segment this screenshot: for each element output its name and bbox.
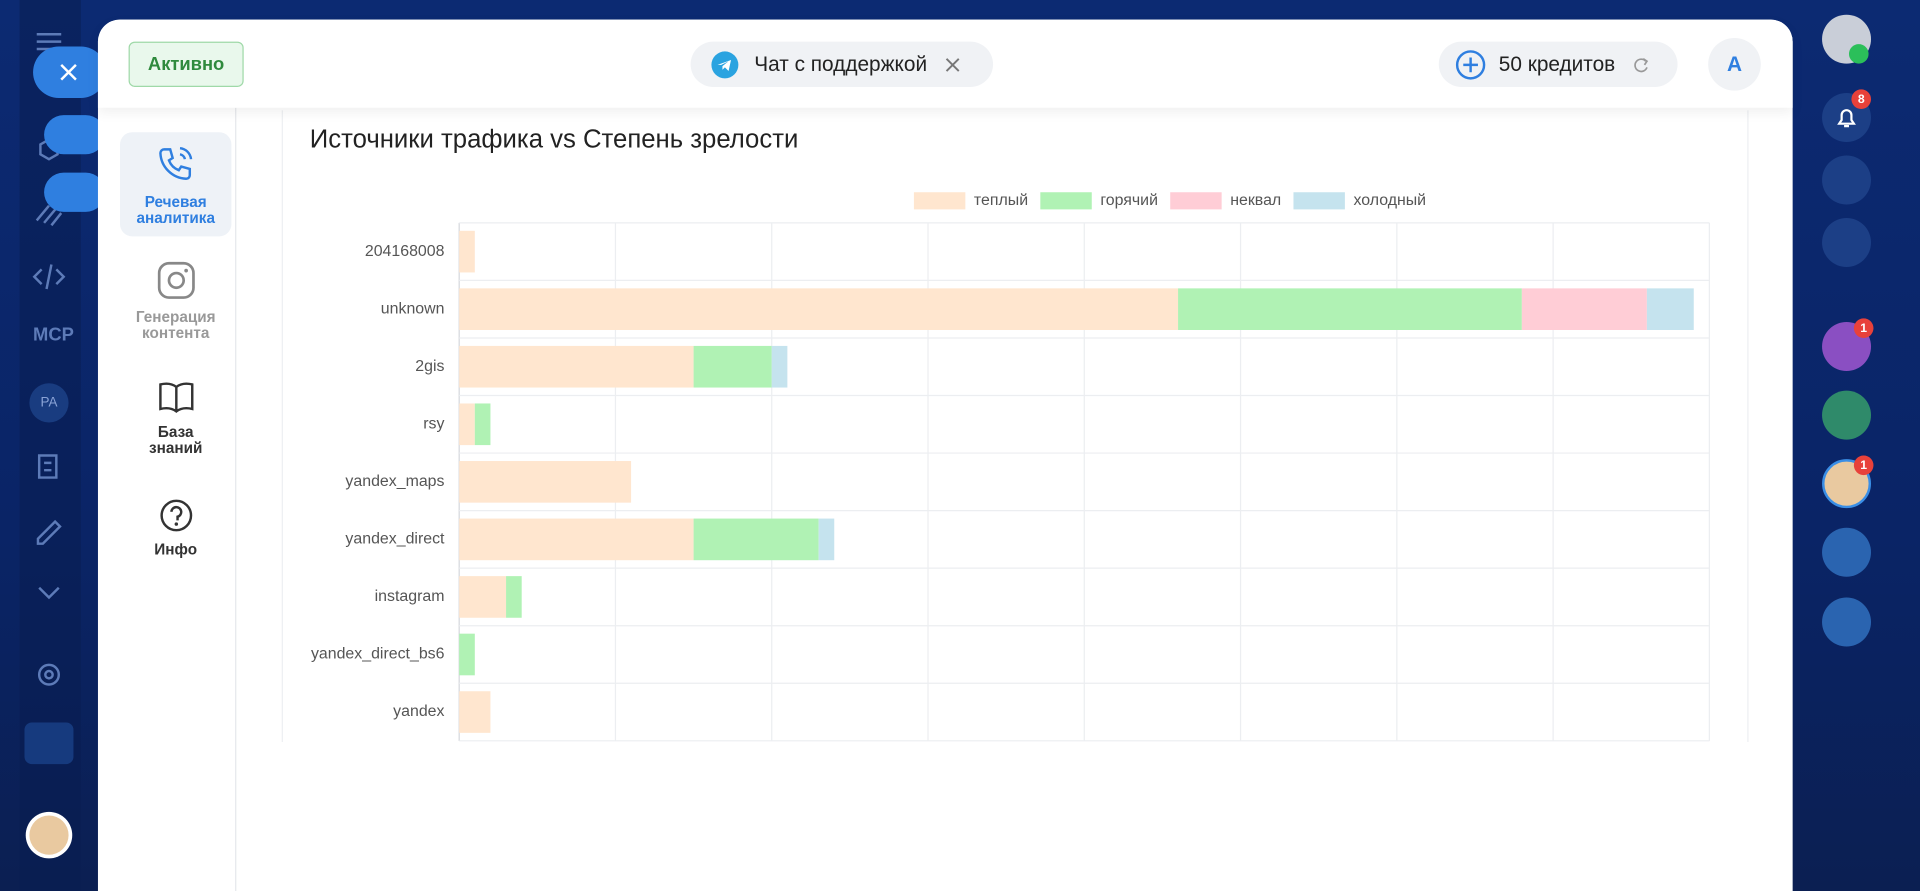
sidebar-item[interactable]: Инфо (120, 497, 231, 558)
pa-avatar: PA (29, 383, 69, 423)
chart-title: Источники трафика vs Степень зрелости (310, 126, 799, 154)
credits-pill[interactable]: 50 кредитов (1438, 41, 1678, 87)
bell-icon (1837, 109, 1856, 128)
chat-badge: 1 (1853, 455, 1874, 476)
status-button[interactable]: Активно (128, 41, 244, 87)
sidebar-item[interactable]: Речевая аналитика (120, 132, 232, 237)
sidebar-item[interactable]: База знаний (120, 380, 231, 457)
open-external-button[interactable] (44, 172, 106, 212)
status-dot (1848, 44, 1869, 64)
bar-segment (693, 518, 819, 561)
bar-segment (459, 691, 491, 733)
sidebar-label: База знаний (148, 423, 203, 457)
y-tick-label: rsy (423, 415, 444, 432)
account-avatar[interactable]: A (1708, 37, 1761, 91)
close-panel-button[interactable] (33, 46, 107, 98)
chat-badge: 1 (1853, 318, 1874, 338)
y-tick-label: yandex_direct (345, 531, 445, 548)
sidebar-label: Генерация контента (135, 308, 216, 342)
bar-segment (771, 345, 788, 388)
support-chat-pill[interactable]: Чат с поддержкой (690, 41, 994, 87)
bar-segment (1178, 288, 1522, 331)
sidebar-label: Инфо (154, 541, 198, 559)
bar-segment (459, 288, 1179, 331)
link-button[interactable] (44, 115, 106, 155)
bar-segment (693, 345, 772, 388)
y-tick-label: 204168008 (365, 243, 445, 260)
bar-segment (1521, 288, 1647, 331)
y-tick-label: 2gis (415, 358, 444, 375)
right-rail: 8 1 1 (1793, 0, 1920, 891)
modal: Активно Чат с поддержкой 50 кредитов A Р… (97, 19, 1793, 891)
chat-exchange-button[interactable] (1822, 217, 1872, 267)
analytics-button[interactable] (1822, 155, 1872, 205)
y-tick-label: yandex_maps (345, 473, 444, 490)
support-chat-label: Чат с поддержкой (754, 52, 928, 76)
bar-segment (459, 403, 475, 446)
y-tick-label: yandex (393, 703, 444, 720)
book-icon (158, 382, 193, 413)
legend-swatch (1293, 192, 1345, 210)
instagram-icon (157, 261, 195, 299)
credits-label: 50 кредитов (1498, 52, 1616, 76)
y-tick-label: yandex_direct_bs6 (311, 646, 445, 663)
refresh-icon[interactable] (1632, 56, 1649, 73)
phone-icon (158, 146, 192, 181)
close-chat-icon[interactable] (944, 56, 961, 73)
bookmark-button[interactable] (1822, 527, 1872, 577)
close-icon (60, 64, 77, 81)
legend-swatch (1040, 192, 1092, 210)
legend-label: неквал (1230, 192, 1281, 209)
bar-segment (506, 576, 522, 618)
info-icon (159, 499, 192, 532)
bar-segment (1646, 288, 1694, 331)
sidebar-item[interactable]: Генерация контента (120, 260, 231, 342)
y-tick-label: unknown (381, 300, 445, 317)
y-tick-label: instagram (375, 588, 445, 605)
bar-segment (459, 633, 475, 676)
bar-segment (459, 576, 507, 618)
add-credits-icon (1455, 49, 1486, 79)
legend-label: горячий (1100, 192, 1158, 209)
notes-button[interactable] (1822, 390, 1872, 440)
mcp-label: MCP (33, 324, 74, 346)
bar-segment (459, 345, 694, 388)
telegram-icon (711, 50, 739, 78)
legend-swatch (913, 192, 966, 210)
bar-segment (474, 403, 491, 446)
sidebar-divider (235, 107, 237, 891)
legend-label: теплый (974, 192, 1028, 209)
sidebar-label: Речевая аналитика (136, 193, 215, 227)
chart: Источники трафика vs Степень зрелости те… (281, 110, 1749, 743)
messages-button[interactable] (1822, 597, 1872, 647)
modal-header: Активно Чат с поддержкой 50 кредитов A (97, 19, 1793, 108)
notifications-badge: 8 (1851, 89, 1872, 109)
left-rail-icons (24, 33, 74, 859)
legend-swatch (1170, 192, 1222, 210)
bar-segment (459, 518, 694, 561)
legend-label: холодный (1353, 192, 1426, 209)
bar-segment (818, 518, 835, 561)
bar-segment (459, 461, 632, 503)
bar-segment (459, 230, 475, 273)
